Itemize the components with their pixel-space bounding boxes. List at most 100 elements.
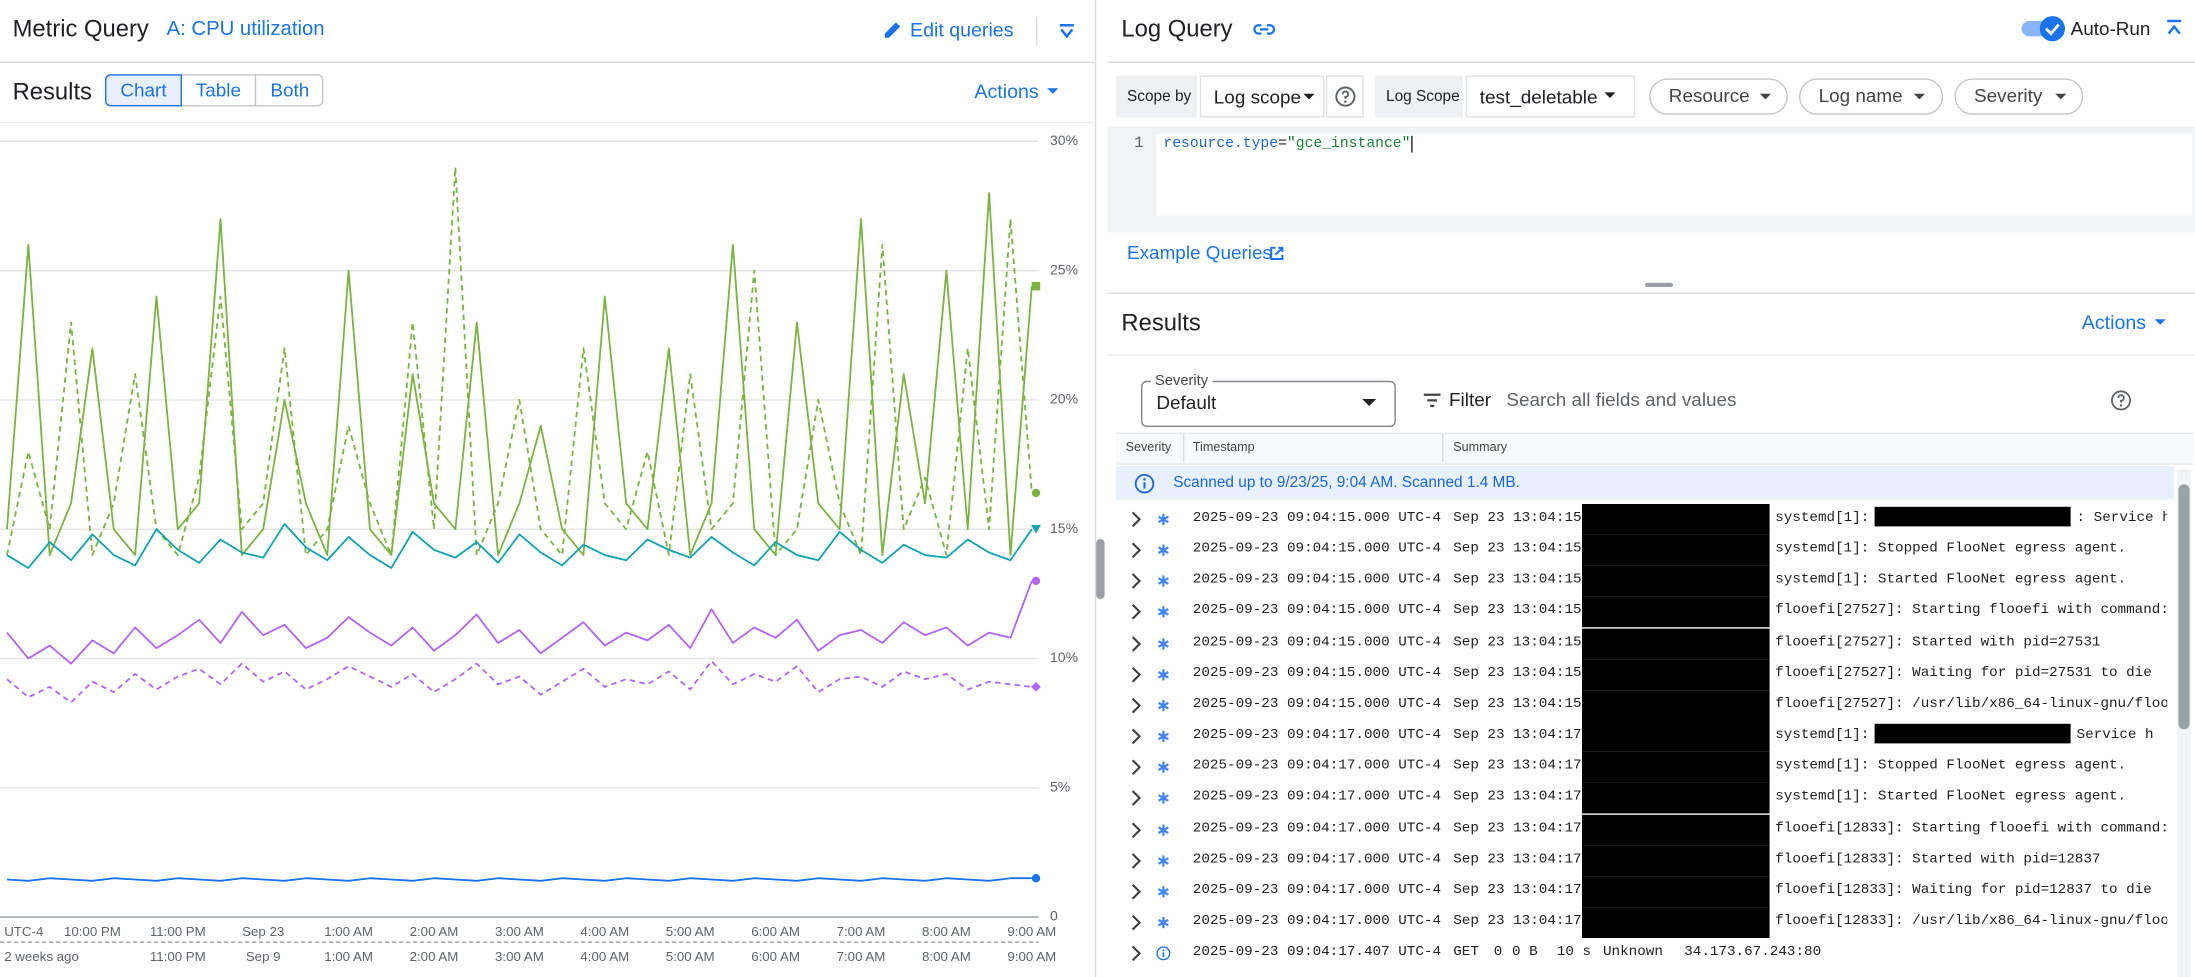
default-core <box>1160 609 1166 615</box>
filter-shape <box>1423 393 1441 408</box>
expand-chevron[interactable] <box>1128 635 1142 652</box>
log-row[interactable]: 2025-09-23 09:04:17.407 UTC-4 GET 0 0 B 10 s… <box>1116 938 2174 969</box>
expand-chevron[interactable] <box>1128 759 1142 776</box>
redaction <box>1582 783 1770 814</box>
severity-chip[interactable]: Severity <box>1954 78 2084 115</box>
scrollbar-thumb[interactable] <box>2178 484 2190 730</box>
expand-chevron[interactable] <box>1128 604 1142 621</box>
y-tick-label: 10% <box>1050 649 1078 665</box>
link-icon[interactable] <box>1253 20 1276 40</box>
x-tick-label: 5:00 AM <box>666 949 715 964</box>
expand-chevron[interactable] <box>1128 542 1142 559</box>
log-row[interactable]: 2025-09-23 09:04:17.000 UTC-4 Sep 23 13:0… <box>1116 752 2174 783</box>
divider <box>1036 16 1038 45</box>
series-line <box>6 660 1032 704</box>
actions-button[interactable]: Actions <box>974 79 1039 103</box>
log-row[interactable]: 2025-09-23 09:04:15.000 UTC-4 Sep 23 13:0… <box>1116 628 2174 659</box>
log-scope-select[interactable]: test_deletable <box>1465 75 1636 118</box>
message-text: flooefi[12833]: Waiting for pid=12837 to… <box>1775 883 2152 899</box>
redaction <box>1874 507 2071 527</box>
caret-shape <box>1362 399 1377 406</box>
message-text: systemd[1]: Stopped FlooNet egress agent… <box>1775 759 2127 775</box>
drag-handle[interactable] <box>1645 282 1673 287</box>
message-text: flooefi[12833]: /usr/lib/x86_64-linux-gn… <box>1775 914 2168 930</box>
chevron <box>2167 19 2182 35</box>
edit-icon[interactable] <box>883 20 903 40</box>
log-row[interactable]: 2025-09-23 09:04:15.000 UTC-4 Sep 23 13:0… <box>1116 597 2174 628</box>
edit-queries[interactable]: Edit queries <box>910 18 1014 41</box>
expand-chevron[interactable] <box>1128 666 1142 683</box>
series-line <box>6 580 1033 665</box>
splitter-handle[interactable] <box>1096 539 1105 600</box>
expand-chevron[interactable] <box>1128 728 1142 745</box>
autorun-toggle[interactable] <box>2019 14 2069 42</box>
link-shape <box>1253 24 1276 35</box>
chevron-shape <box>1131 635 1142 652</box>
timestamp: 2025-09-23 09:04:17.000 UTC-4 <box>1192 728 1442 744</box>
tab-both[interactable]: Both <box>270 79 310 101</box>
help-dot <box>1344 100 1347 103</box>
column-divider <box>1442 434 1444 462</box>
tab-table[interactable]: Table <box>182 74 257 107</box>
query-op: = <box>1278 135 1287 153</box>
log-row[interactable]: 2025-09-23 09:04:17.000 UTC-4 Sep 23 13:0… <box>1116 876 2174 907</box>
severity-icon <box>1157 854 1169 867</box>
chevron-shape <box>1131 852 1142 869</box>
log-row[interactable]: 2025-09-23 09:04:15.000 UTC-4 Sep 23 13:0… <box>1116 690 2174 721</box>
query-selector[interactable]: A: CPU utilization <box>166 18 325 41</box>
resource-chip[interactable]: Resource <box>1649 78 1788 115</box>
help-mark <box>1341 90 1350 99</box>
help-circle <box>1335 86 1356 107</box>
help-circle <box>2110 390 2132 411</box>
editor[interactable] <box>1156 134 2193 216</box>
chevron-shape <box>1131 604 1142 621</box>
caret <box>2154 319 2166 325</box>
default-core <box>1160 919 1166 926</box>
log-row[interactable]: 2025-09-23 09:04:15.000 UTC-4 Sep 23 13:0… <box>1116 534 2174 566</box>
expand-chevron[interactable] <box>1128 852 1142 869</box>
summary-time: Sep 23 13:04:17 <box>1453 914 1582 930</box>
expand-chevron[interactable] <box>1128 945 1142 962</box>
expand-chevron[interactable] <box>1128 821 1142 838</box>
log-row[interactable]: 2025-09-23 09:04:15.000 UTC-4 Sep 23 13:0… <box>1116 659 2174 690</box>
request-field: 10 s <box>1556 945 1592 961</box>
caret-shape <box>1604 92 1616 98</box>
search-input[interactable]: Search all fields and values <box>1506 389 1737 411</box>
caret-shape <box>2055 93 2067 100</box>
expand-chevron[interactable] <box>1128 511 1142 528</box>
log-row[interactable]: 2025-09-23 09:04:17.000 UTC-4 Sep 23 13:0… <box>1116 721 2174 752</box>
log-row[interactable]: 2025-09-23 09:04:17.000 UTC-4 Sep 23 13:0… <box>1116 907 2174 938</box>
expand-icon[interactable] <box>1057 21 1077 41</box>
expand-chevron[interactable] <box>1128 914 1142 931</box>
message-text: flooefi[27527]: Waiting for pid=27531 to… <box>1775 666 2152 682</box>
log-row[interactable]: 2025-09-23 09:04:15.000 UTC-4 Sep 23 13:0… <box>1116 566 2174 597</box>
timestamp: 2025-09-23 09:04:15.000 UTC-4 <box>1192 541 1442 558</box>
tab-chart[interactable]: Chart <box>105 74 182 107</box>
log-row[interactable]: 2025-09-23 09:04:17.000 UTC-4 Sep 23 13:0… <box>1116 783 2174 814</box>
x-tick-label: Sep 9 <box>246 949 281 964</box>
collapse-icon[interactable] <box>2164 18 2184 38</box>
log-row[interactable]: 2025-09-23 09:04:17.000 UTC-4 Sep 23 13:0… <box>1116 814 2174 845</box>
timestamp: 2025-09-23 09:04:17.000 UTC-4 <box>1192 759 1442 775</box>
expand-chevron[interactable] <box>1128 883 1142 900</box>
help-icon[interactable] <box>1334 85 1356 107</box>
example-queries[interactable]: Example Queries <box>1127 242 1272 264</box>
summary-message: flooefi[12833]: /usr/lib/x86_64-linux-gn… <box>1775 907 2167 938</box>
summary-message: systemd[1]: Stopped FlooNet egress agent… <box>1775 752 2167 783</box>
expand-chevron[interactable] <box>1128 573 1142 590</box>
expand-chevron[interactable] <box>1128 697 1142 714</box>
log-name-chip[interactable]: Log name <box>1799 78 1944 115</box>
severity-select[interactable] <box>1141 380 1396 427</box>
expand-chevron[interactable] <box>1128 790 1142 807</box>
log-row[interactable]: 2025-09-23 09:04:15.000 UTC-4 Sep 23 13:0… <box>1116 504 2174 535</box>
help-icon[interactable] <box>2110 389 2132 411</box>
actions-button[interactable]: Actions <box>2081 310 2147 334</box>
chevron-shape <box>1131 945 1142 962</box>
message-text: systemd[1]: <box>1775 511 1870 527</box>
request-field: GET <box>1453 945 1479 961</box>
scope-select[interactable]: Log scope <box>1199 75 1325 118</box>
severity-icon <box>1157 606 1169 619</box>
log-row[interactable]: 2025-09-23 09:04:17.000 UTC-4 Sep 23 13:0… <box>1116 845 2174 876</box>
x-tick-label: 9:00 AM <box>1007 924 1056 939</box>
